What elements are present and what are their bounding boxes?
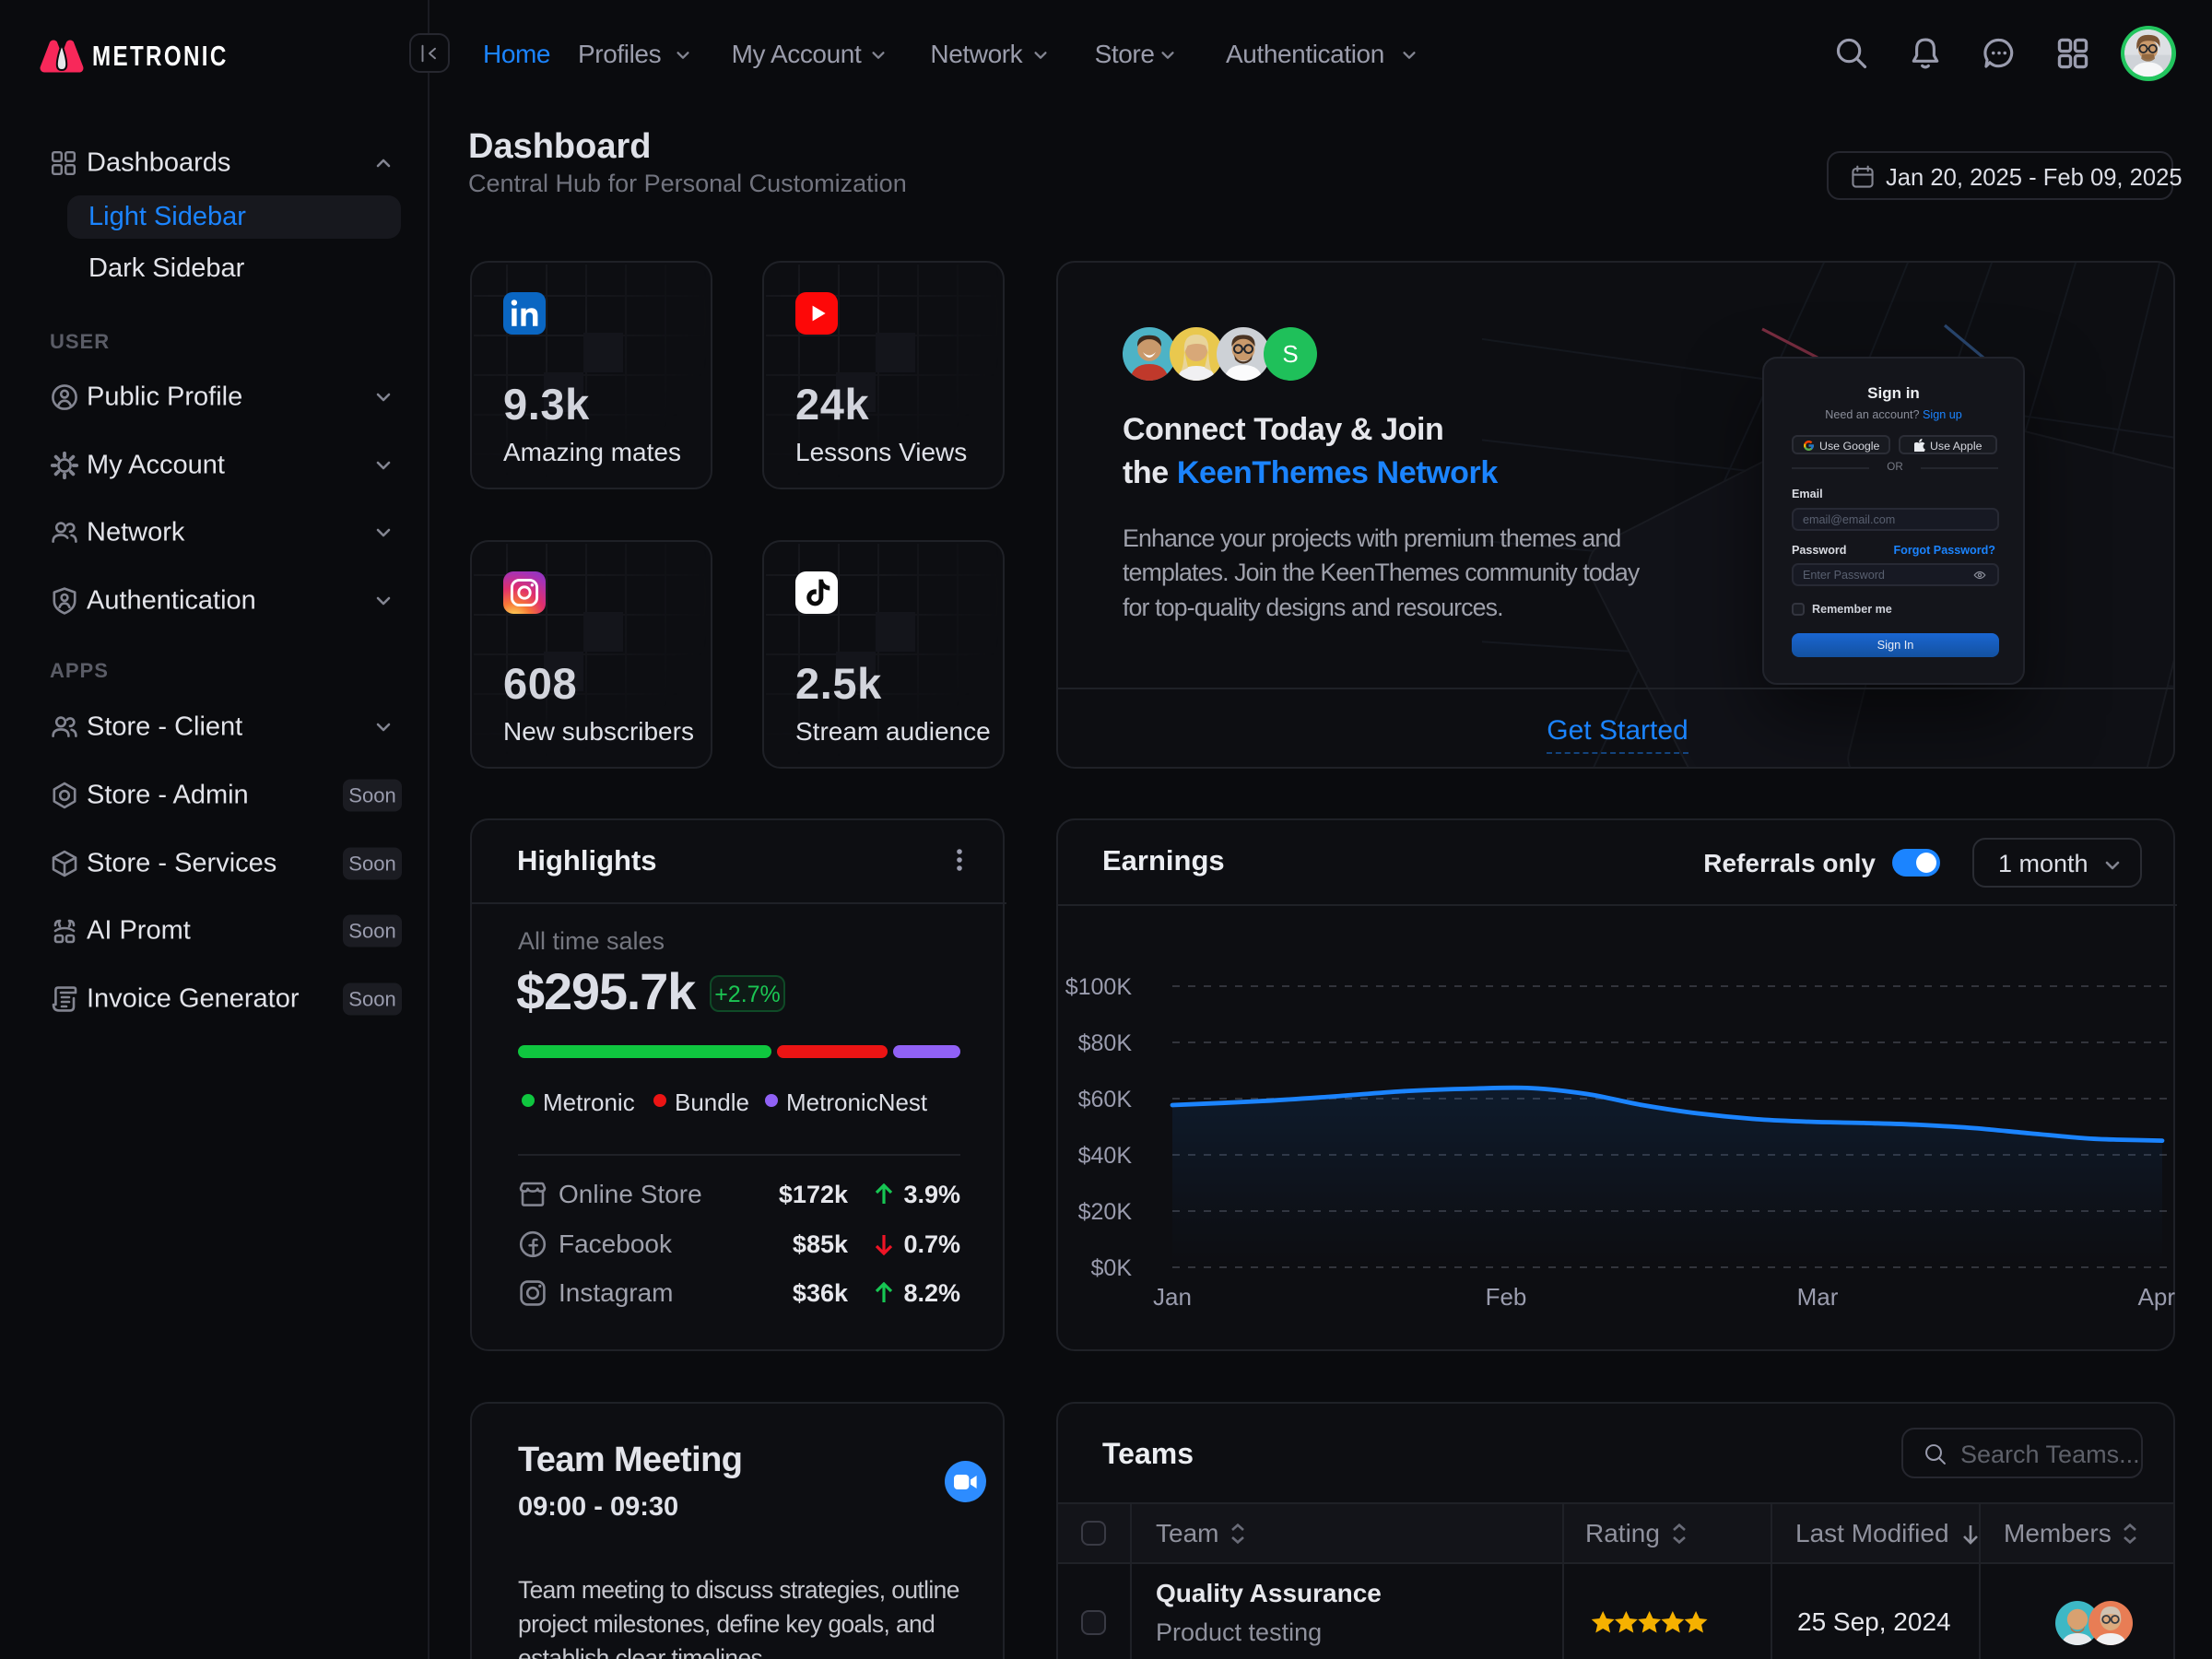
svg-text:$20K: $20K: [1078, 1199, 1133, 1225]
svg-text:Jan: Jan: [1153, 1283, 1192, 1311]
svg-text:Mar: Mar: [1797, 1283, 1839, 1311]
svg-text:$100K: $100K: [1065, 974, 1133, 1000]
svg-text:$0K: $0K: [1091, 1255, 1133, 1281]
svg-text:$40K: $40K: [1078, 1143, 1133, 1169]
svg-text:$60K: $60K: [1078, 1087, 1133, 1112]
svg-text:Apr: Apr: [2138, 1283, 2176, 1311]
svg-text:$80K: $80K: [1078, 1030, 1133, 1056]
svg-text:Feb: Feb: [1486, 1283, 1527, 1311]
